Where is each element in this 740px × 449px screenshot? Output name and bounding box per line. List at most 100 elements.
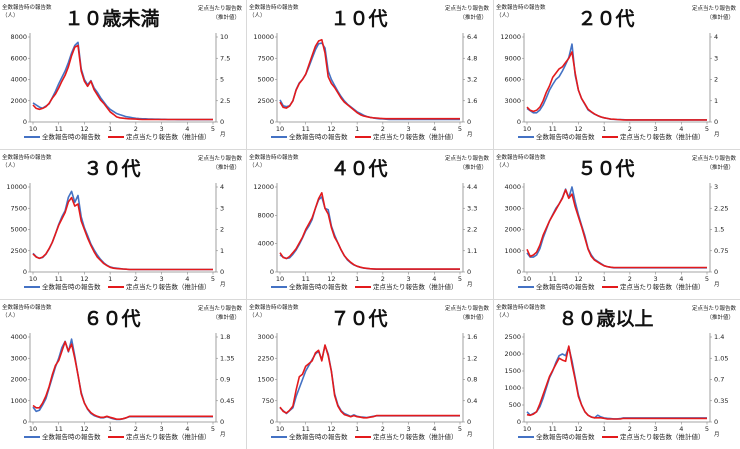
line-chart: 全数報告時の報告数（人）定点当たり報告数（推計値）３０代025005000750…	[2, 153, 242, 291]
left-axis-title: 全数報告時の報告数	[249, 3, 299, 11]
right-tick-label: 0	[467, 418, 471, 426]
series-line-total-reports	[32, 41, 213, 121]
chart-title: ６０代	[83, 308, 140, 330]
right-tick-label: 2.5	[220, 97, 230, 105]
left-axis-unit: （人）	[2, 12, 19, 19]
x-tick-label: 1	[108, 425, 112, 433]
right-tick-label: 1.4	[714, 333, 724, 341]
series-line-total-reports	[32, 190, 213, 271]
x-tick-label: 5	[458, 425, 462, 433]
x-tick-label: 11	[55, 125, 63, 133]
right-tick-label: 1.8	[220, 333, 230, 341]
right-tick-label: 1.2	[467, 354, 477, 362]
right-axis-title: 定点当たり報告数	[445, 304, 490, 312]
x-tick-label: 12	[327, 425, 335, 433]
chart-title: ３０代	[83, 158, 140, 180]
legend-label-blue: 全数報告時の報告数	[42, 132, 101, 141]
right-tick-label: 0	[220, 418, 224, 426]
right-tick-label: 0	[467, 118, 471, 126]
x-tick-label: 2	[628, 425, 632, 433]
right-tick-label: 1.1	[467, 247, 477, 255]
right-tick-label: 0	[714, 418, 718, 426]
right-tick-label: 1.6	[467, 97, 477, 105]
x-tick-label: 4	[432, 275, 436, 283]
x-tick-label: 12	[80, 125, 88, 133]
x-axis-unit: 月	[714, 131, 720, 138]
left-tick-label: 0	[270, 268, 274, 276]
left-axis-unit: （人）	[249, 162, 266, 169]
x-tick-label: 11	[302, 125, 310, 133]
x-tick-label: 10	[29, 425, 37, 433]
chart-title: ７０代	[330, 308, 387, 330]
line-chart: 全数報告時の報告数（人）定点当たり報告数（推計値）８０歳以上0500100015…	[496, 303, 737, 441]
chart-panel: 全数報告時の報告数 （人） 定点当たり報告数 （推計値） １０代 0 2500 5000 750…	[247, 0, 493, 149]
left-tick-label: 0	[517, 118, 521, 126]
line-chart: 全数報告時の報告数（人）定点当たり報告数（推計値）４０代040008000120…	[249, 153, 489, 291]
right-tick-label: 7.5	[220, 54, 230, 62]
chart-panel: 全数報告時の報告数 （人） 定点当たり報告数 （推計値） ５０代 0 1000 2000 300…	[494, 150, 740, 299]
x-tick-label: 1	[602, 425, 606, 433]
legend-label-red: 定点当たり報告数（推計値）	[620, 132, 705, 141]
left-tick-label: 10000	[6, 183, 27, 191]
left-axis-unit: （人）	[249, 312, 266, 319]
series-line-sentinel-reports	[32, 44, 213, 121]
x-axis-unit: 月	[714, 431, 720, 438]
x-tick-label: 10	[523, 125, 531, 133]
x-tick-label: 5	[458, 125, 462, 133]
series-line-sentinel-reports	[279, 344, 460, 419]
x-tick-label: 3	[654, 275, 658, 283]
series-line-total-reports	[279, 344, 460, 419]
chart-title: １０代	[330, 8, 387, 30]
left-axis-unit: （人）	[2, 162, 19, 169]
left-tick-label: 7500	[10, 204, 27, 212]
right-tick-label: 2	[714, 76, 718, 84]
right-axis-title: 定点当たり報告数	[692, 304, 737, 312]
left-axis-unit: （人）	[496, 12, 513, 19]
right-axis-unit: （推計値）	[459, 163, 487, 171]
x-axis-unit: 月	[467, 281, 473, 288]
left-tick-label: 7500	[257, 54, 274, 62]
right-axis-unit: （推計値）	[706, 163, 734, 171]
panel-divider	[0, 149, 740, 150]
x-tick-label: 3	[654, 125, 658, 133]
x-tick-label: 1	[355, 275, 359, 283]
legend-label-blue: 全数報告時の報告数	[42, 282, 101, 291]
left-tick-label: 4000	[504, 183, 521, 191]
x-axis-unit: 月	[467, 431, 473, 438]
legend-label-red: 定点当たり報告数（推計値）	[620, 282, 705, 291]
right-tick-label: 2.25	[714, 204, 728, 212]
panel-divider	[493, 0, 494, 449]
right-tick-label: 10	[220, 33, 228, 41]
x-tick-label: 2	[134, 425, 138, 433]
legend-label-red: 定点当たり報告数（推計値）	[373, 432, 458, 441]
chart-panel: 全数報告時の報告数 （人） 定点当たり報告数 （推計値） １０歳未満 0 2000 4000 6…	[0, 0, 246, 149]
x-tick-label: 10	[276, 425, 284, 433]
left-axis-title: 全数報告時の報告数	[496, 153, 546, 161]
x-tick-label: 11	[302, 425, 310, 433]
right-axis-title: 定点当たり報告数	[445, 4, 490, 12]
right-tick-label: 0	[220, 268, 224, 276]
right-axis-unit: （推計値）	[212, 163, 240, 171]
left-tick-label: 0	[23, 268, 27, 276]
right-axis-unit: （推計値）	[212, 13, 240, 21]
x-tick-label: 12	[327, 125, 335, 133]
legend-label-blue: 全数報告時の報告数	[289, 432, 348, 441]
left-axis-title: 全数報告時の報告数	[249, 153, 299, 161]
left-tick-label: 3000	[257, 333, 274, 341]
left-tick-label: 2000	[504, 350, 521, 358]
series-line-sentinel-reports	[279, 191, 460, 270]
legend-label-blue: 全数報告時の報告数	[289, 282, 348, 291]
right-tick-label: 1.05	[714, 354, 728, 362]
series-line-sentinel-reports	[526, 345, 707, 420]
chart-panel: 全数報告時の報告数 （人） 定点当たり報告数 （推計値） ７０代 0 750 1500 2250…	[247, 300, 493, 449]
x-tick-label: 10	[29, 275, 37, 283]
left-tick-label: 3000	[504, 97, 521, 105]
chart-panel: 全数報告時の報告数 （人） 定点当たり報告数 （推計値） ６０代 0 1000 2000 300…	[0, 300, 246, 449]
right-axis-title: 定点当たり報告数	[692, 154, 737, 162]
right-axis-title: 定点当たり報告数	[198, 304, 243, 312]
right-axis-unit: （推計値）	[459, 313, 487, 321]
left-tick-label: 2000	[10, 376, 27, 384]
left-axis-title: 全数報告時の報告数	[2, 303, 52, 311]
series-line-total-reports	[526, 186, 707, 269]
x-tick-label: 1	[355, 125, 359, 133]
